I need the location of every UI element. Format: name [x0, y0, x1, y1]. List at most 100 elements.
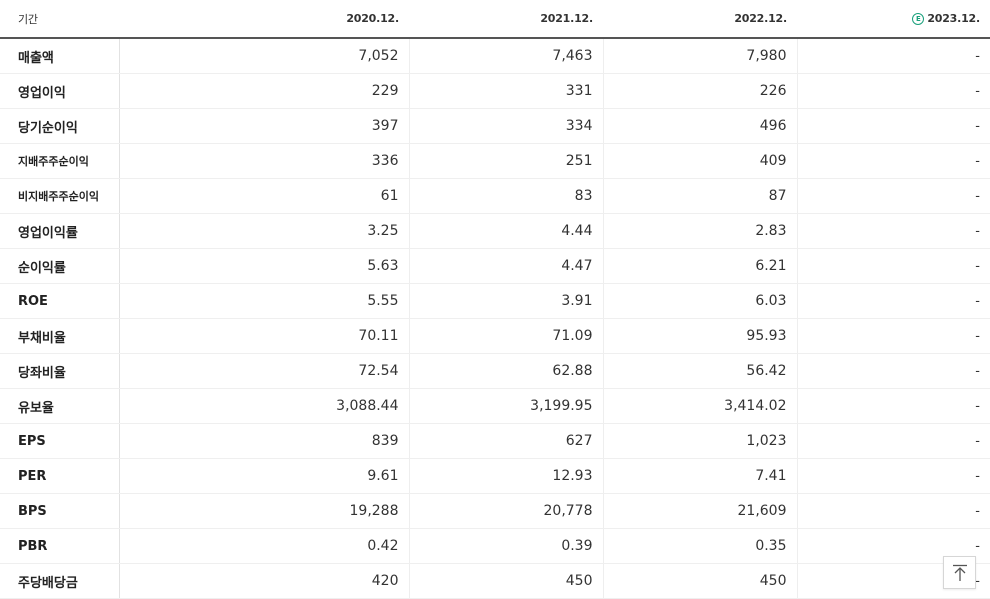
cell-value: 0.39	[408, 528, 603, 564]
year-header-2020: 2020.12.	[119, 0, 409, 39]
period-header: 기간	[0, 0, 119, 39]
table-row: 비지배주주순이익 61 83 87 -	[0, 178, 990, 214]
cell-value: 62.88	[408, 353, 603, 389]
cell-value: 450	[408, 563, 603, 599]
cell-value: 5.55	[118, 283, 409, 319]
cell-value: 627	[408, 423, 603, 459]
table-row: 영업이익률 3.25 4.44 2.83 -	[0, 213, 990, 249]
cell-value: 4.44	[408, 213, 603, 249]
row-label: 당좌비율	[0, 353, 120, 389]
cell-value: 3.25	[118, 213, 409, 249]
cell-value: -	[796, 248, 990, 284]
cell-value: -	[796, 283, 990, 319]
cell-value: 450	[602, 563, 797, 599]
cell-value: 226	[602, 73, 797, 109]
table-row: PER 9.61 12.93 7.41 -	[0, 458, 990, 494]
year-header-2021: 2021.12.	[409, 0, 603, 39]
table-header-row: 기간 2020.12. 2021.12. 2022.12. E 2023.12.	[0, 0, 990, 39]
row-label: 영업이익	[0, 73, 120, 109]
cell-value: 7,052	[118, 38, 409, 74]
cell-value: 7,980	[602, 38, 797, 74]
table-row: BPS 19,288 20,778 21,609 -	[0, 493, 990, 529]
row-label: 유보율	[0, 388, 120, 424]
cell-value: 19,288	[118, 493, 409, 529]
table-row: ROE 5.55 3.91 6.03 -	[0, 283, 990, 319]
cell-value: 397	[118, 108, 409, 144]
cell-value: -	[796, 178, 990, 214]
cell-value: 6.03	[602, 283, 797, 319]
cell-value: 5.63	[118, 248, 409, 284]
table-row: 부채비율 70.11 71.09 95.93 -	[0, 318, 990, 354]
cell-value: 331	[408, 73, 603, 109]
cell-value: 3.91	[408, 283, 603, 319]
cell-value: -	[796, 143, 990, 179]
cell-value: 9.61	[118, 458, 409, 494]
cell-value: 2.83	[602, 213, 797, 249]
year-header-2023-estimate: E 2023.12.	[797, 0, 990, 39]
cell-value: -	[796, 423, 990, 459]
cell-value: 7.41	[602, 458, 797, 494]
cell-value: -	[796, 213, 990, 249]
table-row: EPS 839 627 1,023 -	[0, 423, 990, 459]
cell-value: 336	[118, 143, 409, 179]
table-row: 당좌비율 72.54 62.88 56.42 -	[0, 353, 990, 389]
table-row: 매출액 7,052 7,463 7,980 -	[0, 38, 990, 74]
cell-value: 56.42	[602, 353, 797, 389]
cell-value: 229	[118, 73, 409, 109]
row-label: 매출액	[0, 38, 120, 74]
cell-value: 0.42	[118, 528, 409, 564]
cell-value: 6.21	[602, 248, 797, 284]
cell-value: 70.11	[118, 318, 409, 354]
cell-value: 83	[408, 178, 603, 214]
cell-value: -	[796, 493, 990, 529]
row-label: PER	[0, 458, 120, 494]
year-header-2023-label: 2023.12.	[927, 12, 980, 25]
cell-value: 496	[602, 108, 797, 144]
arrow-up-to-top-icon	[952, 564, 967, 581]
cell-value: 12.93	[408, 458, 603, 494]
cell-value: 95.93	[602, 318, 797, 354]
cell-value: -	[796, 388, 990, 424]
estimate-badge-icon: E	[912, 13, 925, 25]
table-row: 당기순이익 397 334 496 -	[0, 108, 990, 144]
cell-value: 7,463	[408, 38, 603, 74]
cell-value: 3,414.02	[602, 388, 797, 424]
table-row: PBR 0.42 0.39 0.35 -	[0, 528, 990, 564]
row-label: 영업이익률	[0, 213, 120, 249]
cell-value: -	[796, 318, 990, 354]
cell-value: 87	[602, 178, 797, 214]
row-label: EPS	[0, 423, 120, 459]
cell-value: 0.35	[602, 528, 797, 564]
table-row: 지배주주순이익 336 251 409 -	[0, 143, 990, 179]
row-label: ROE	[0, 283, 120, 319]
table-row: 순이익률 5.63 4.47 6.21 -	[0, 248, 990, 284]
cell-value: 839	[118, 423, 409, 459]
cell-value: 334	[408, 108, 603, 144]
cell-value: 409	[602, 143, 797, 179]
row-label: PBR	[0, 528, 120, 564]
cell-value: 71.09	[408, 318, 603, 354]
row-label: 순이익률	[0, 248, 120, 284]
table-row: 주당배당금 420 450 450 -	[0, 563, 990, 599]
cell-value: -	[796, 73, 990, 109]
row-label: BPS	[0, 493, 120, 529]
cell-value: -	[796, 108, 990, 144]
cell-value: 3,088.44	[118, 388, 409, 424]
cell-value: 72.54	[118, 353, 409, 389]
row-label: 주당배당금	[0, 563, 120, 599]
cell-value: -	[796, 353, 990, 389]
cell-value: 420	[118, 563, 409, 599]
scroll-to-top-button[interactable]	[943, 556, 976, 589]
cell-value: 21,609	[602, 493, 797, 529]
cell-value: 1,023	[602, 423, 797, 459]
cell-value: 251	[408, 143, 603, 179]
cell-value: -	[796, 458, 990, 494]
row-label: 비지배주주순이익	[0, 178, 120, 214]
cell-value: -	[796, 38, 990, 74]
row-label: 부채비율	[0, 318, 120, 354]
cell-value: 3,199.95	[408, 388, 603, 424]
row-label: 지배주주순이익	[0, 143, 120, 179]
cell-value: 20,778	[408, 493, 603, 529]
year-header-2022: 2022.12.	[603, 0, 797, 39]
